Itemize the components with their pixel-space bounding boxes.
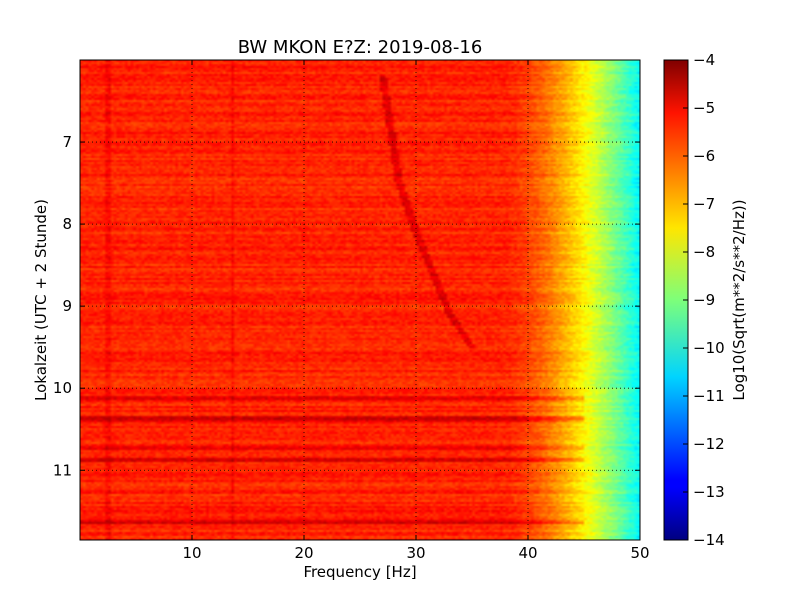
colorbar-ticks: −4 −5 −6 −7 −8 −9 −10 −11 −12 −13 −14 [683, 51, 725, 549]
y-tick-label: 9 [62, 297, 72, 315]
colorbar-tick-label: −4 [693, 51, 715, 69]
plot-frame [79, 59, 641, 541]
colorbar-tick-label: −13 [693, 483, 725, 501]
y-axis-label: Lokalzeit (UTC + 2 Stunde) [32, 199, 50, 401]
y-tick-label: 7 [62, 133, 72, 151]
x-tick-label: 50 [630, 544, 649, 562]
y-tick-label: 10 [53, 379, 72, 397]
colorbar-label: Log10(Sqrt(m**2/s**2/Hz)) [730, 199, 748, 400]
y-tick-label: 8 [62, 215, 72, 233]
grid-lines [80, 60, 640, 540]
chart-title: BW MKON E?Z: 2019-08-16 [238, 37, 483, 58]
colorbar-tick-label: −10 [693, 339, 725, 357]
x-tick-label: 10 [182, 544, 201, 562]
colorbar-tick-label: −5 [693, 99, 715, 117]
y-tick-label: 11 [53, 461, 72, 479]
colorbar-tick-label: −7 [693, 195, 715, 213]
x-tick-label: 20 [294, 544, 313, 562]
plot-area [80, 60, 640, 540]
colorbar-tick-label: −6 [693, 147, 715, 165]
y-axis: 7 8 9 10 11 [53, 133, 640, 479]
spectrogram-image [80, 60, 640, 540]
x-tick-label: 30 [406, 544, 425, 562]
x-axis-label: Frequency [Hz] [303, 563, 416, 581]
colorbar-tick-label: −14 [693, 531, 725, 549]
colorbar-tick-label: −11 [693, 387, 725, 405]
x-tick-label: 40 [518, 544, 537, 562]
colorbar-tick-label: −8 [693, 243, 715, 261]
x-axis: 10 20 30 40 50 [182, 60, 650, 562]
colorbar-tick-label: −9 [693, 291, 715, 309]
colorbar-tick-label: −12 [693, 435, 725, 453]
